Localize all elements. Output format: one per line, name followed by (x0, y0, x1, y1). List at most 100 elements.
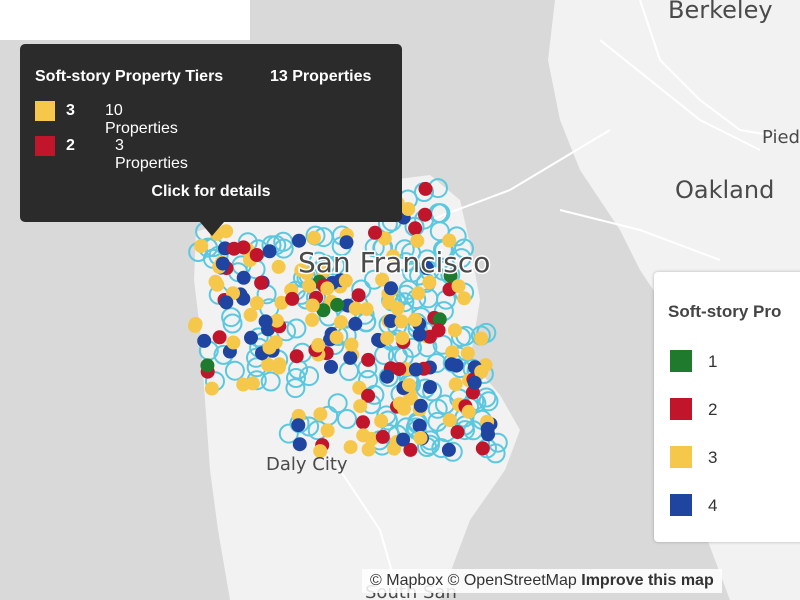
property-marker[interactable] (320, 423, 335, 438)
tier-tooltip[interactable]: Soft-story Property Tiers 13 Properties … (20, 44, 402, 222)
property-marker[interactable] (305, 298, 320, 313)
property-marker[interactable] (412, 418, 427, 433)
property-marker[interactable] (474, 364, 489, 379)
property-marker[interactable] (474, 331, 489, 346)
property-marker[interactable] (249, 296, 264, 311)
property-marker[interactable] (204, 381, 219, 396)
property-marker[interactable] (291, 418, 306, 433)
property-marker[interactable] (289, 349, 304, 364)
property-marker[interactable] (412, 327, 427, 342)
property-marker[interactable] (431, 323, 446, 338)
property-marker[interactable] (413, 430, 428, 445)
property-marker[interactable] (408, 362, 423, 377)
property-marker[interactable] (467, 375, 482, 390)
property-marker[interactable] (411, 286, 426, 301)
property-marker[interactable] (442, 413, 457, 428)
property-marker[interactable] (271, 259, 286, 274)
property-marker[interactable] (208, 274, 223, 289)
property-marker[interactable] (461, 404, 476, 419)
property-marker[interactable] (442, 233, 457, 248)
property-marker[interactable] (380, 369, 395, 384)
property-marker[interactable] (343, 440, 358, 455)
property-marker[interactable] (227, 241, 241, 256)
property-marker[interactable] (305, 312, 320, 327)
property-marker[interactable] (197, 333, 212, 348)
property-marker[interactable] (302, 278, 317, 293)
property-marker[interactable] (338, 273, 353, 288)
property-marker[interactable] (441, 442, 456, 457)
property-marker[interactable] (361, 352, 376, 367)
property-marker[interactable] (333, 315, 348, 330)
property-marker[interactable] (451, 279, 466, 294)
property-marker[interactable] (361, 388, 376, 403)
property-marker[interactable] (294, 263, 309, 278)
property-marker[interactable] (383, 314, 398, 328)
property-marker[interactable] (457, 291, 472, 306)
property-marker[interactable] (394, 314, 409, 329)
property-marker[interactable] (460, 346, 475, 361)
property-marker[interactable] (443, 268, 458, 283)
property-marker[interactable] (215, 256, 230, 271)
property-marker[interactable] (368, 225, 382, 240)
property-marker[interactable] (292, 437, 307, 452)
property-marker[interactable] (254, 275, 269, 290)
property-marker[interactable] (352, 380, 367, 395)
property-marker[interactable] (307, 230, 321, 245)
property-marker[interactable] (408, 312, 422, 327)
property-marker[interactable] (445, 345, 460, 360)
property-marker[interactable] (274, 295, 289, 310)
property-marker-layer[interactable] (188, 179, 498, 459)
property-marker[interactable] (243, 307, 258, 322)
property-marker[interactable] (351, 288, 366, 303)
property-marker[interactable] (403, 442, 418, 457)
property-marker[interactable] (339, 235, 354, 250)
property-marker[interactable] (359, 302, 374, 317)
property-marker[interactable] (261, 357, 276, 372)
click-for-details-link[interactable]: Click for details (151, 183, 271, 200)
property-marker[interactable] (343, 350, 358, 365)
property-marker[interactable] (396, 432, 411, 447)
property-marker[interactable] (403, 391, 418, 406)
property-marker[interactable] (375, 429, 390, 444)
search-panel[interactable] (0, 0, 250, 40)
property-marker[interactable] (401, 202, 416, 216)
property-marker[interactable] (292, 233, 306, 248)
property-marker[interactable] (375, 272, 390, 287)
property-marker[interactable] (480, 421, 495, 436)
property-marker[interactable] (422, 275, 437, 290)
property-marker[interactable] (353, 399, 368, 414)
property-marker[interactable] (313, 407, 328, 422)
property-marker[interactable] (418, 181, 433, 196)
property-marker[interactable] (397, 401, 411, 416)
property-marker[interactable] (245, 376, 260, 391)
property-marker[interactable] (450, 425, 465, 440)
property-marker[interactable] (272, 357, 287, 372)
property-marker[interactable] (380, 331, 395, 346)
property-marker[interactable] (330, 297, 345, 312)
property-marker[interactable] (410, 233, 425, 248)
property-marker[interactable] (390, 301, 405, 316)
property-marker[interactable] (285, 291, 300, 306)
property-marker[interactable] (419, 260, 434, 275)
property-marker[interactable] (448, 377, 463, 392)
property-marker[interactable] (384, 281, 398, 296)
property-marker[interactable] (356, 415, 370, 430)
property-marker[interactable] (236, 270, 251, 285)
property-marker[interactable] (402, 378, 416, 392)
property-marker[interactable] (226, 335, 241, 350)
property-marker[interactable] (316, 263, 331, 278)
property-marker[interactable] (361, 442, 376, 457)
property-marker[interactable] (329, 330, 344, 345)
property-marker[interactable] (194, 239, 209, 253)
property-marker[interactable] (249, 248, 264, 262)
property-marker[interactable] (316, 303, 331, 318)
osm-attribution-link[interactable]: © OpenStreetMap (447, 572, 577, 589)
property-marker[interactable] (418, 207, 432, 222)
property-marker[interactable] (413, 398, 428, 413)
property-marker[interactable] (219, 295, 234, 310)
property-marker[interactable] (386, 249, 400, 264)
property-marker[interactable] (188, 318, 202, 333)
property-marker[interactable] (324, 359, 338, 374)
property-marker[interactable] (344, 337, 359, 352)
property-marker[interactable] (269, 313, 284, 328)
